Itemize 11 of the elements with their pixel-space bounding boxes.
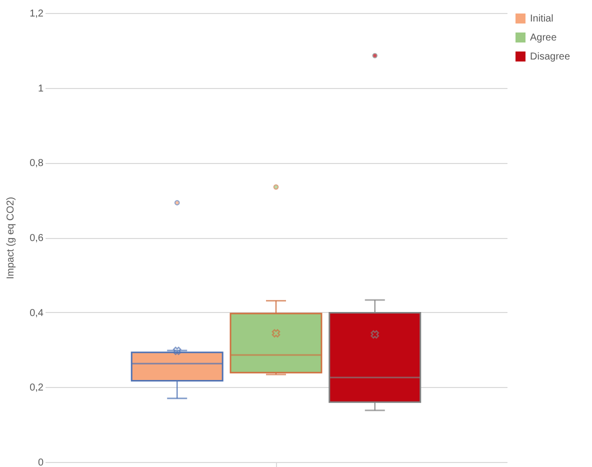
y-axis-title: Impact (g eq CO2) bbox=[6, 196, 17, 280]
y-tick-label: 0,2 bbox=[30, 382, 44, 394]
legend-label: Disagree bbox=[530, 52, 570, 62]
legend-label: Agree bbox=[530, 32, 558, 44]
y-tick-label: 0 bbox=[38, 458, 44, 467]
y-tick-label: 1,2 bbox=[30, 8, 44, 20]
y-tick-label: 0,4 bbox=[30, 308, 44, 319]
y-tick-label: 0,6 bbox=[30, 233, 44, 244]
y-tick-label: 1 bbox=[38, 83, 44, 94]
y-tick-label: 0,8 bbox=[30, 158, 44, 170]
legend-label: Initial bbox=[530, 14, 554, 24]
